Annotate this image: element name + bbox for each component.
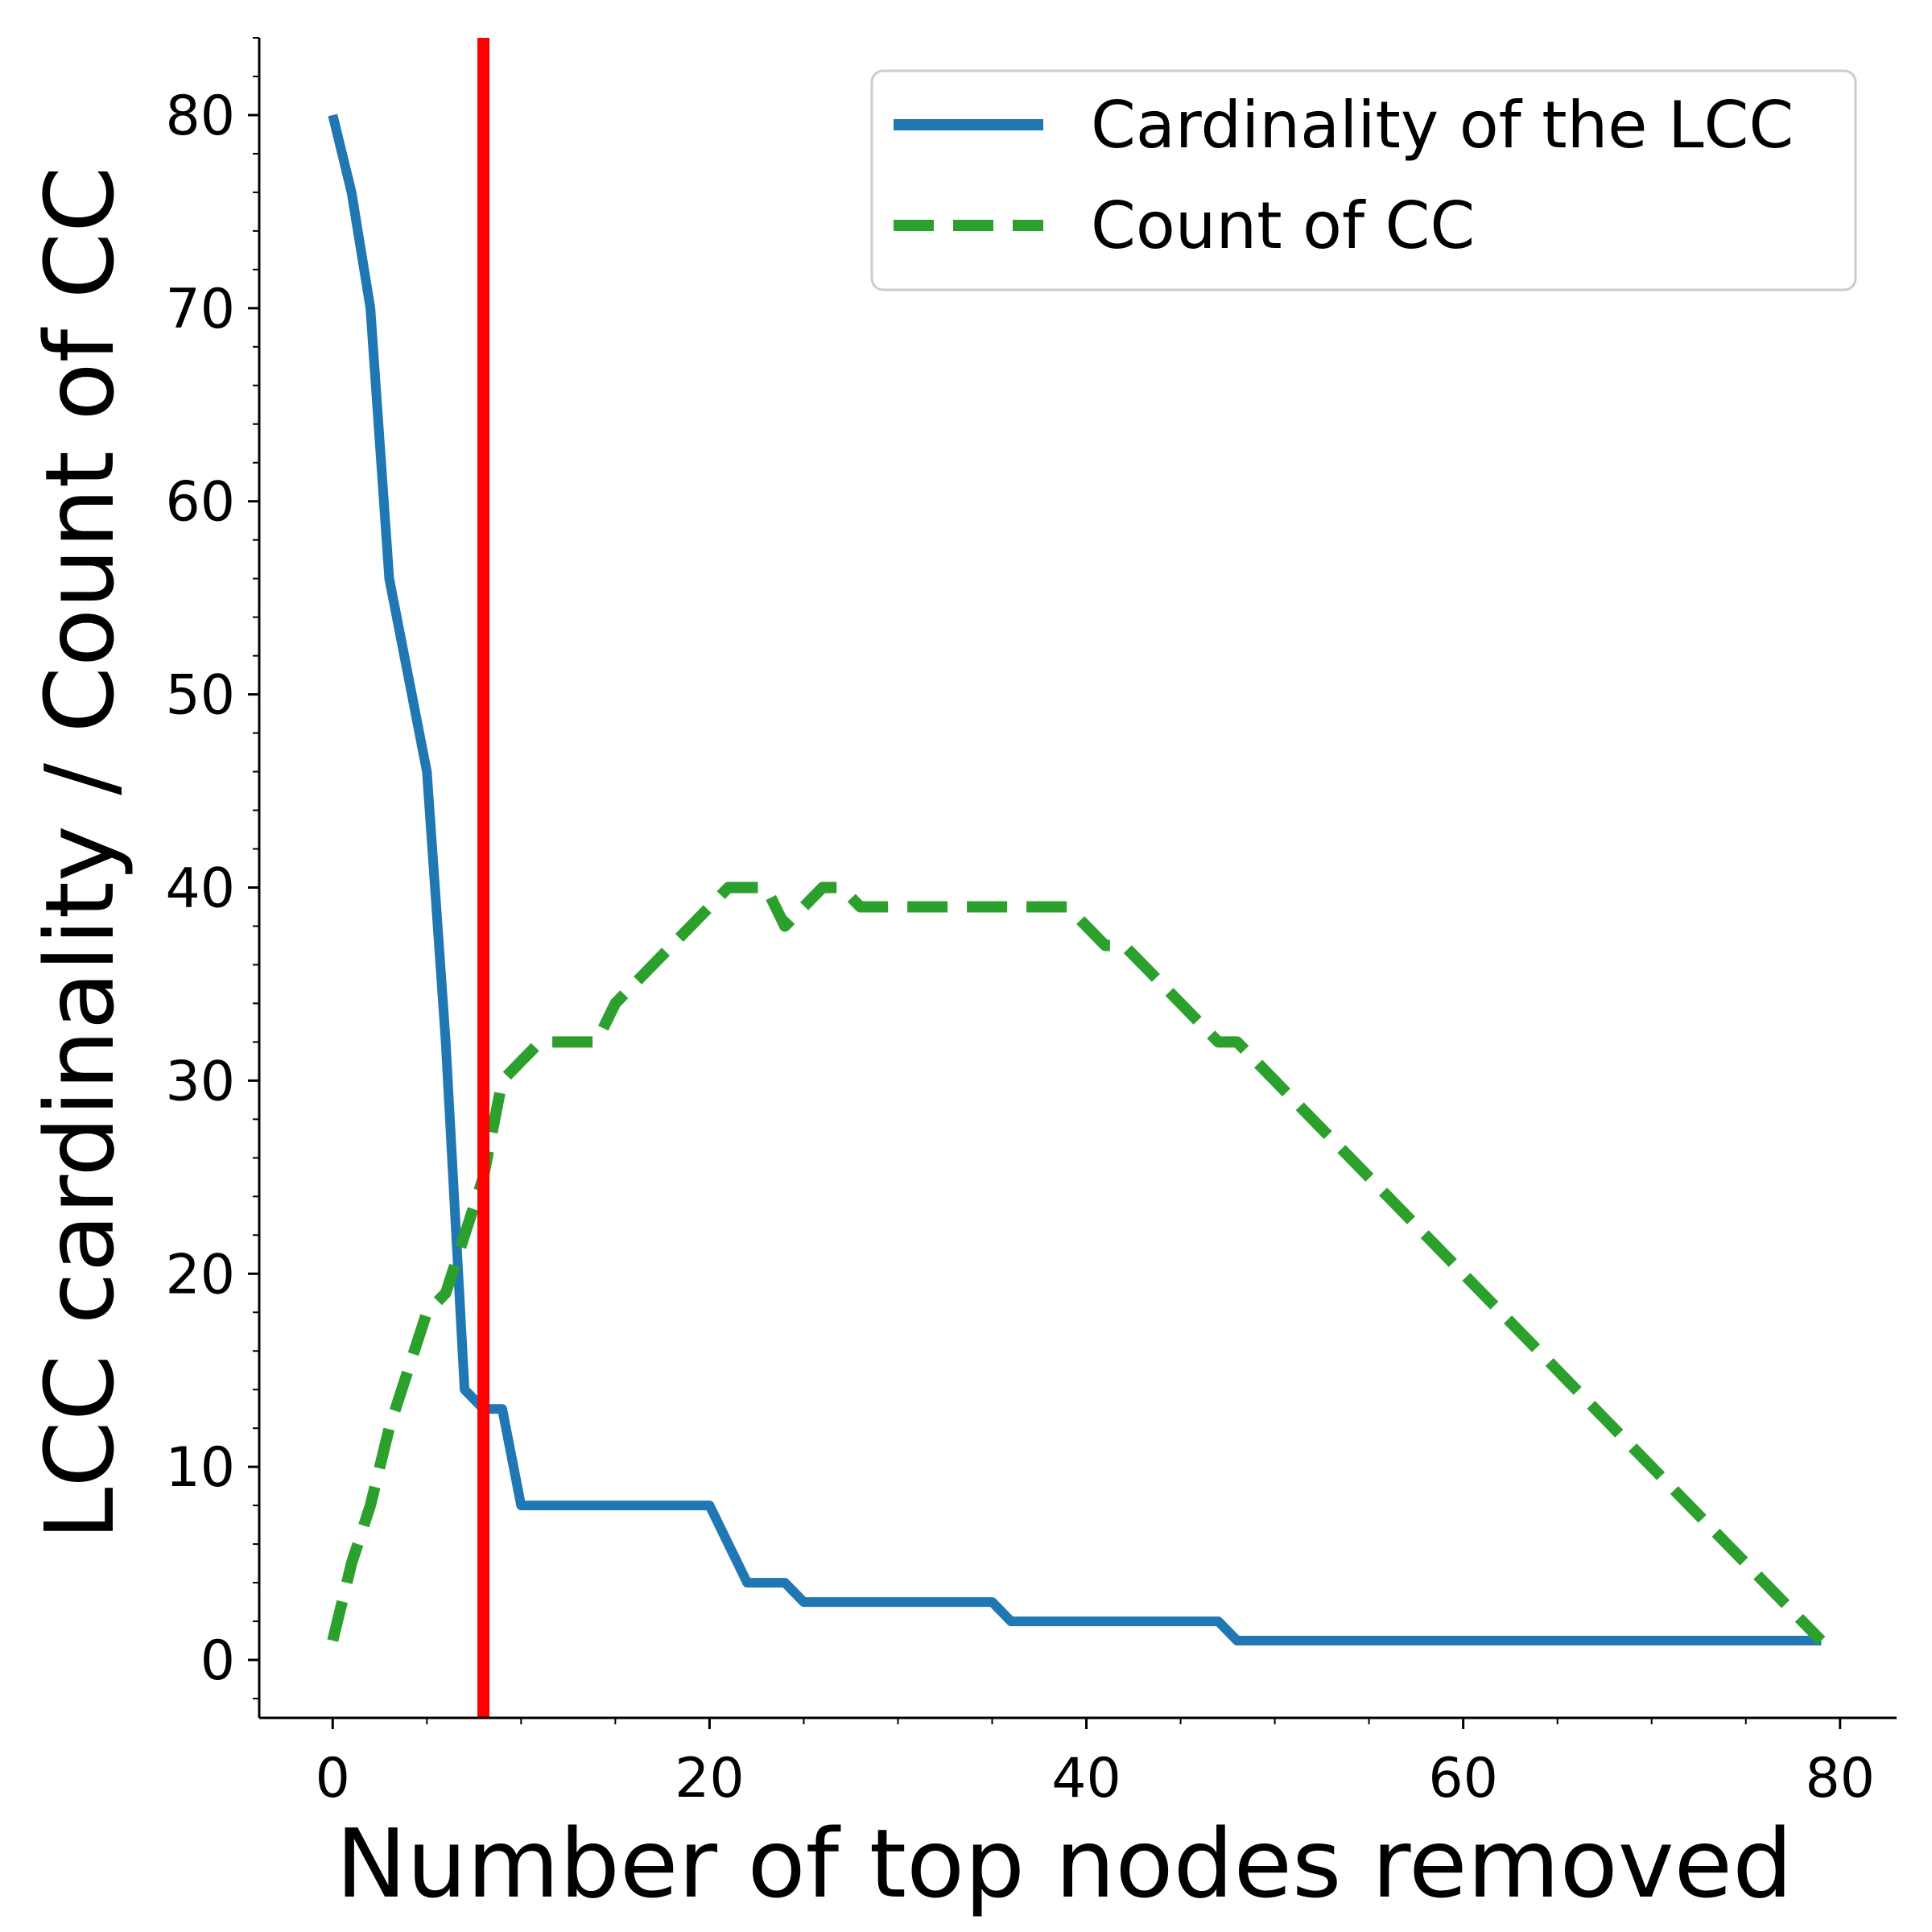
y-tick-label: 60 [165,471,235,535]
x-tick-label: 80 [1806,1747,1876,1810]
axes [258,38,1897,1719]
y-tick-label: 50 [165,664,235,728]
x-tick-label: 0 [316,1747,350,1810]
y-tick-label: 10 [165,1436,235,1500]
legend: Cardinality of the LCC Count of CC [870,69,1857,291]
y-tick-label: 80 [165,85,235,148]
y-tick-label: 0 [200,1629,235,1693]
y-tick-label: 70 [165,278,235,341]
series-line-cc [327,881,1826,1645]
x-tick-label: 20 [675,1747,745,1810]
y-axis-title: LCC cardinality / Count of CC [24,167,135,1541]
x-tick-label: 60 [1428,1747,1498,1810]
plot-area [327,38,1826,1718]
legend-frame [870,69,1857,291]
tick-marks [248,37,1842,1729]
x-axis-title: Number of top nodes removed [336,1808,1793,1919]
legend-label-cc: Count of CC [1091,188,1475,263]
x-tick-label: 40 [1051,1747,1121,1810]
y-tick-label: 30 [165,1050,235,1113]
tick-labels: 0 20 40 60 80 0 10 20 30 40 50 60 70 80 [165,85,1875,1810]
legend-label-lcc: Cardinality of the LCC [1091,88,1794,163]
y-tick-label: 20 [165,1243,235,1307]
series-line-lcc [328,114,1822,1645]
y-tick-label: 40 [165,857,235,920]
